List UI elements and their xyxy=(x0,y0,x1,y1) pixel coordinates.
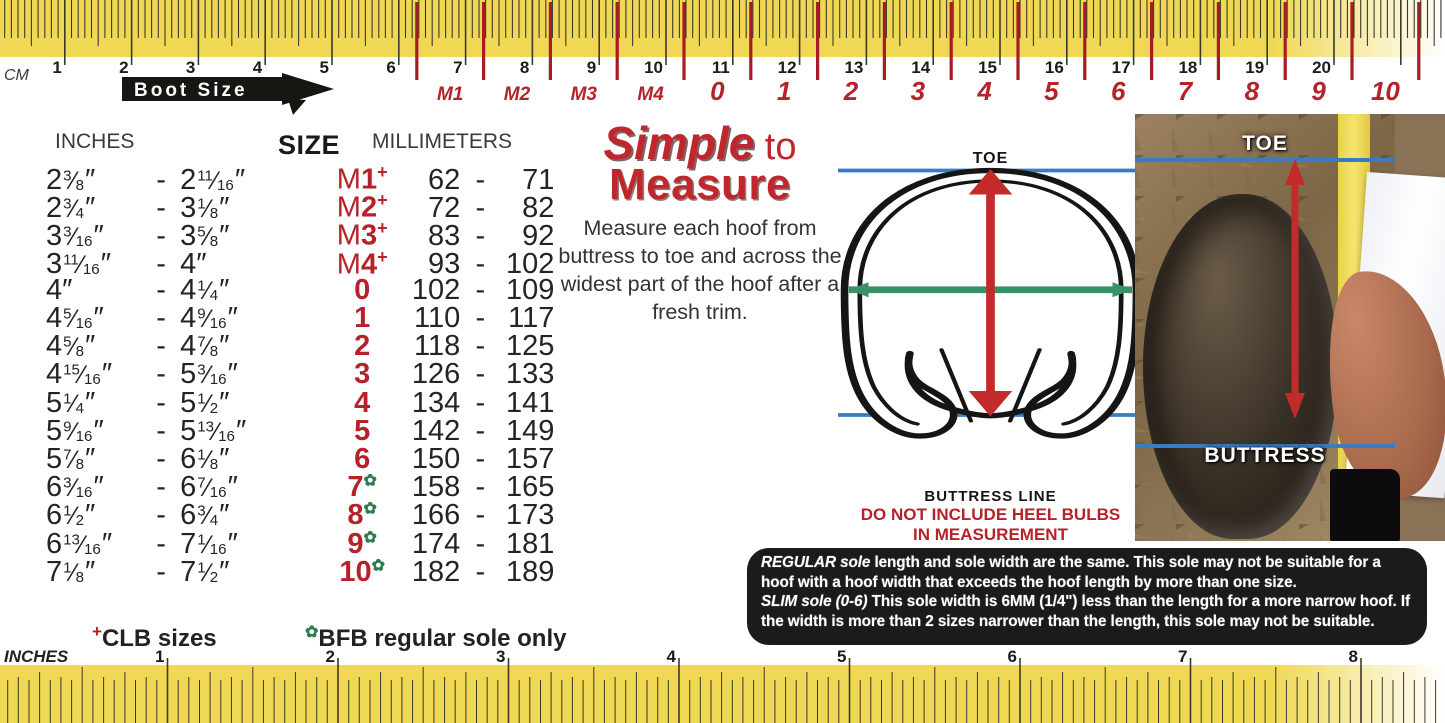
svg-text:M3: M3 xyxy=(571,84,598,105)
svg-text:6: 6 xyxy=(1008,650,1017,666)
svg-text:11: 11 xyxy=(712,58,730,77)
svg-text:2: 2 xyxy=(326,650,335,666)
svg-text:9: 9 xyxy=(1311,76,1326,105)
svg-text:8: 8 xyxy=(520,58,529,77)
svg-text:8: 8 xyxy=(1245,76,1260,105)
svg-text:12: 12 xyxy=(778,58,797,77)
svg-text:17: 17 xyxy=(1112,58,1131,77)
svg-text:13: 13 xyxy=(844,58,863,77)
svg-text:4: 4 xyxy=(667,650,677,666)
svg-text:INCHES: INCHES xyxy=(4,650,69,666)
svg-text:18: 18 xyxy=(1178,58,1197,77)
svg-text:7: 7 xyxy=(1178,650,1187,666)
svg-text:3: 3 xyxy=(496,650,505,666)
svg-text:8: 8 xyxy=(1349,650,1358,666)
svg-text:2: 2 xyxy=(843,76,859,105)
svg-text:1: 1 xyxy=(155,650,164,666)
svg-text:6: 6 xyxy=(1111,76,1126,105)
svg-text:1: 1 xyxy=(777,76,791,105)
svg-text:10: 10 xyxy=(644,58,663,77)
svg-text:3: 3 xyxy=(911,76,926,105)
svg-text:9: 9 xyxy=(587,58,596,77)
svg-text:5: 5 xyxy=(837,650,846,666)
svg-text:14: 14 xyxy=(911,58,930,77)
svg-text:4: 4 xyxy=(976,76,992,105)
svg-text:15: 15 xyxy=(978,58,997,77)
svg-text:5: 5 xyxy=(1044,76,1059,105)
svg-text:7: 7 xyxy=(1178,76,1194,105)
svg-text:20: 20 xyxy=(1312,58,1331,77)
svg-text:10: 10 xyxy=(1371,76,1400,105)
svg-text:M4: M4 xyxy=(637,84,664,105)
svg-text:0: 0 xyxy=(710,76,725,105)
svg-text:19: 19 xyxy=(1245,58,1264,77)
svg-text:16: 16 xyxy=(1045,58,1064,77)
